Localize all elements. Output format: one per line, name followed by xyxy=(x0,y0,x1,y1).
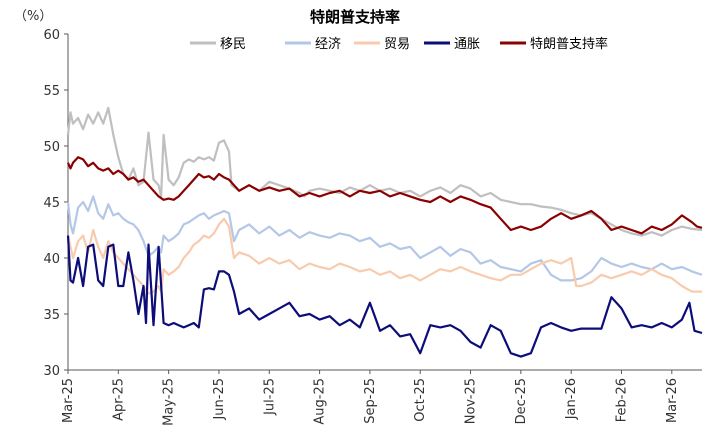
x-tick-label: Apr-25 xyxy=(111,378,126,421)
series-line-3 xyxy=(66,217,702,295)
series-line-4 xyxy=(66,235,703,358)
x-tick-label: Nov-25 xyxy=(464,378,479,424)
chart-legend: 移民 经济 贸易 通胀 特朗普支持率 xyxy=(190,36,608,52)
y-tick-label: 40 xyxy=(43,252,60,267)
chart-title: 特朗普支持率 xyxy=(310,8,400,26)
y-tick-label: 50 xyxy=(43,140,60,155)
series-line-2 xyxy=(66,195,703,282)
y-axis: 30 35 40 45 50 55 60 xyxy=(43,28,69,379)
legend-entry: 移民 xyxy=(220,37,246,52)
y-tick-label: 45 xyxy=(43,196,60,211)
y-tick-label: 60 xyxy=(43,28,60,43)
series-layer xyxy=(66,106,703,358)
x-tick-label: Aug-25 xyxy=(313,378,328,425)
legend-entry: 通胀 xyxy=(454,37,480,52)
x-tick-label: Jan-26 xyxy=(564,378,579,420)
x-tick-label: Jun-25 xyxy=(212,378,227,421)
y-tick-label: 55 xyxy=(43,84,60,99)
x-tick-label: Oct-25 xyxy=(413,378,428,422)
series-line-1 xyxy=(66,106,703,237)
legend-entry: 特朗普支持率 xyxy=(530,36,608,52)
x-tick-label: May-25 xyxy=(162,378,177,426)
series-line-5 xyxy=(66,156,703,235)
x-tick-label: Sep-25 xyxy=(363,378,378,424)
y-tick-label: 30 xyxy=(43,364,60,379)
legend-entry: 经济 xyxy=(315,37,341,52)
y-tick-label: 35 xyxy=(43,308,60,323)
legend-entry: 贸易 xyxy=(384,37,410,52)
x-tick-label: Mar-26 xyxy=(665,378,680,423)
x-tick-label: Jul-25 xyxy=(262,378,277,416)
x-tick-label: Feb-26 xyxy=(614,378,629,422)
x-axis: Mar-25 Apr-25 May-25 Jun-25 Jul-25 Aug-25 Sep-… xyxy=(61,369,702,426)
x-tick-label: Dec-25 xyxy=(514,378,529,424)
y-axis-unit-label: （%） xyxy=(14,9,52,24)
x-tick-label: Mar-25 xyxy=(61,378,76,423)
